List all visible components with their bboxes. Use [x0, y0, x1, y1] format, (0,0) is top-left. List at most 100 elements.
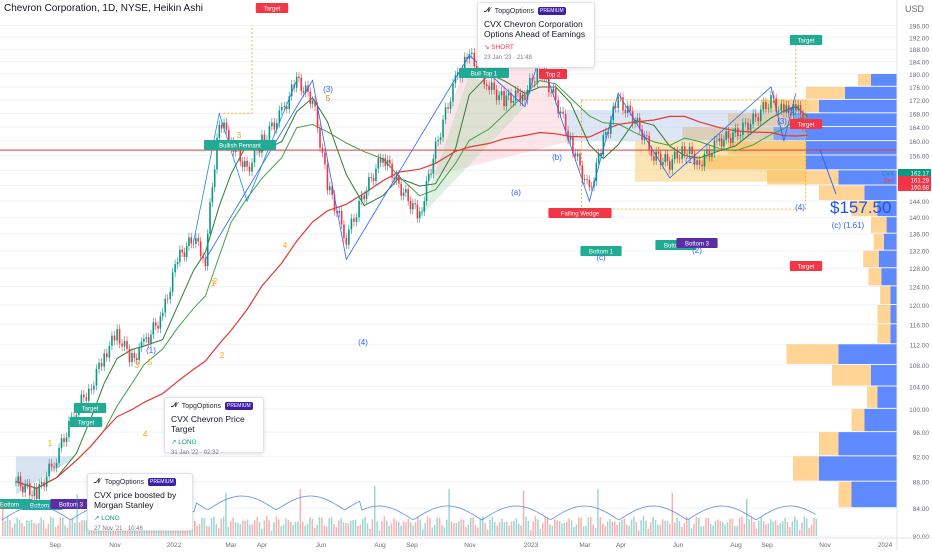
- volume-profile-bar: [832, 365, 871, 386]
- volume-profile-bar: [806, 141, 897, 155]
- candle-body: [602, 134, 605, 155]
- candle-body: [407, 189, 409, 201]
- candle-body: [43, 482, 45, 487]
- candle-body: [500, 91, 503, 96]
- idea-card-morgan-stanley[interactable]: 𝒩 TopgOptions PREMIUM CVX price boosted by…: [87, 473, 193, 532]
- volume-bar: [760, 517, 762, 536]
- candle-body: [444, 107, 447, 120]
- candle-body: [529, 77, 531, 90]
- time-tick-label: Sep: [761, 542, 773, 549]
- volume-bar: [338, 520, 340, 536]
- volume-bar: [777, 525, 779, 536]
- candle-body: [88, 388, 90, 401]
- volume-profile-bar: [881, 268, 897, 286]
- candle-body: [432, 158, 435, 174]
- candle-body: [562, 111, 564, 114]
- volume-bar: [263, 520, 266, 536]
- candle-body: [345, 237, 348, 245]
- candle-body: [85, 397, 88, 401]
- idea-card-price-target[interactable]: 𝒩 TopgOptions PREMIUM CVX Chevron Price Ta…: [164, 397, 264, 456]
- volume-bar: [345, 522, 347, 536]
- volume-bar: [66, 527, 69, 536]
- candle-body: [698, 160, 701, 165]
- candle-body: [283, 106, 286, 108]
- volume-profile-bar: [864, 185, 897, 201]
- candle-body: [192, 243, 195, 245]
- volume-bar: [736, 526, 738, 536]
- volume-bar: [527, 520, 530, 536]
- volume-bar: [424, 523, 426, 536]
- card-signal: LONG: [101, 515, 120, 522]
- volume-bar: [467, 524, 470, 536]
- idea-card-options-earnings[interactable]: 𝒩 TopgOptions PREMIUM CVX Chevron Corporat…: [477, 2, 595, 68]
- candle-body: [58, 447, 60, 464]
- volume-bar: [786, 522, 789, 536]
- wave-label: 4: [283, 241, 288, 250]
- volume-bar: [609, 518, 611, 536]
- candle-body: [634, 121, 636, 124]
- card-title: CVX Chevron Corporation Options Ahead of…: [484, 19, 586, 39]
- candle-body: [423, 201, 426, 212]
- volume-bar: [352, 519, 354, 536]
- volume-bar: [328, 517, 330, 536]
- candle-body: [331, 186, 333, 195]
- pattern-label-box: [50, 499, 92, 509]
- volume-bar: [695, 516, 698, 536]
- volume-bar: [172, 526, 174, 536]
- price-tick-label: 108.00: [909, 363, 929, 370]
- candle-body: [765, 102, 767, 109]
- volume-bar: [494, 521, 496, 536]
- volume-bar: [465, 527, 467, 536]
- volume-bar: [515, 518, 518, 536]
- chart-title: Chevron Corporation, 1D, NYSE, Heikin As…: [4, 3, 203, 14]
- candle-body: [588, 179, 591, 187]
- candle-body: [678, 158, 681, 160]
- price-tag-box: [898, 183, 931, 191]
- time-tick-label: Jun: [673, 542, 684, 549]
- volume-bar: [722, 521, 724, 536]
- candle-body: [643, 135, 646, 140]
- volume-bar: [669, 524, 671, 536]
- volume-bar: [602, 523, 604, 536]
- volume-bar: [381, 520, 383, 536]
- candle-body: [338, 210, 341, 213]
- candle-body: [171, 272, 174, 292]
- candle-body: [574, 153, 577, 157]
- volume-bar: [419, 519, 422, 536]
- volume-profile-bar: [819, 456, 897, 481]
- candle-body: [152, 322, 155, 335]
- wave-label: 4: [143, 430, 148, 439]
- volume-bar: [119, 527, 122, 536]
- volume-bar: [201, 517, 203, 536]
- volume-bar: [813, 517, 815, 536]
- volume-bar: [712, 525, 714, 536]
- volume-bar: [458, 521, 460, 536]
- volume-profile-bar: [880, 286, 891, 305]
- candle-body: [428, 173, 430, 181]
- volume-bar: [647, 528, 650, 536]
- card-time: 31 Jan '22 · 02:32: [171, 450, 219, 456]
- volume-bar: [407, 518, 410, 536]
- volume-bar: [765, 524, 767, 536]
- volume-profile-bar: [890, 324, 897, 344]
- volume-bar: [767, 523, 770, 536]
- candle-body: [239, 147, 242, 162]
- volume-bar: [626, 524, 628, 536]
- candle-body: [329, 186, 331, 191]
- volume-bar: [47, 523, 50, 536]
- volume-bar: [657, 524, 659, 536]
- candle-body: [693, 153, 696, 165]
- volume-profile-bar: [845, 86, 897, 99]
- candle-body: [199, 241, 202, 257]
- candle-body: [147, 337, 150, 344]
- volume-bar: [402, 521, 405, 536]
- candle-body: [732, 132, 734, 143]
- candle-body: [386, 159, 389, 166]
- volume-bar: [196, 525, 198, 536]
- volume-bar: [429, 518, 431, 536]
- price-tick-label: 136.00: [909, 232, 929, 239]
- candle-body: [770, 95, 772, 109]
- candle-body: [35, 487, 38, 500]
